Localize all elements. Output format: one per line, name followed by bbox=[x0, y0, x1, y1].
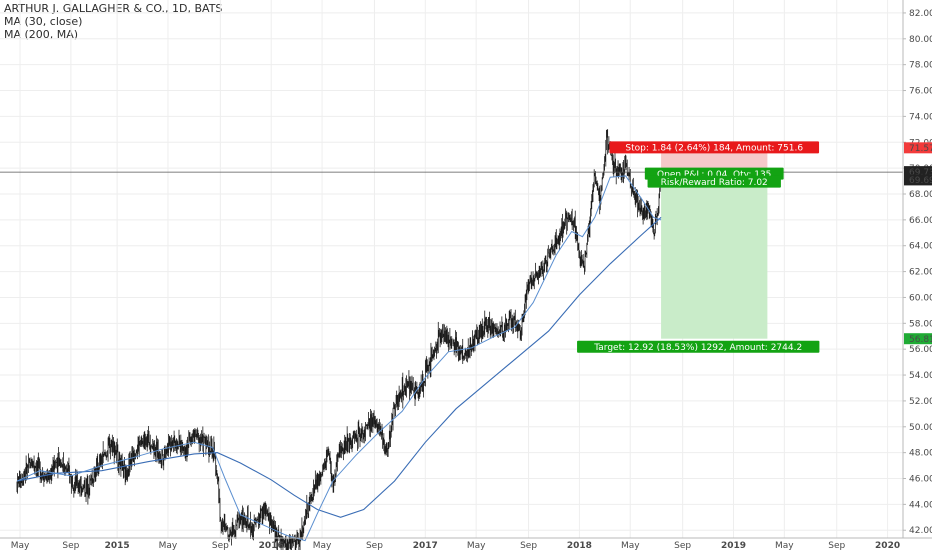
x-tick-label: 2017 bbox=[413, 541, 438, 550]
axis-stop-badge: 71.57 bbox=[909, 144, 932, 154]
y-tick-label: 42.00 bbox=[909, 526, 932, 536]
y-tick-label: 80.00 bbox=[909, 35, 932, 45]
ma-200-line bbox=[16, 216, 662, 518]
y-tick-label: 78.00 bbox=[909, 61, 932, 71]
x-tick-label: 2018 bbox=[567, 541, 592, 550]
candles bbox=[16, 129, 662, 550]
axis-stop-badge-bg bbox=[904, 142, 932, 154]
legend-ma-long: MA (200, MA) bbox=[4, 28, 79, 41]
y-tick-label: 56.00 bbox=[909, 345, 932, 355]
rr-label: Risk/Reward Ratio: 7.02 bbox=[661, 178, 768, 188]
x-tick-label: 2015 bbox=[105, 541, 130, 550]
y-tick-label: 82.00 bbox=[909, 9, 932, 19]
y-tick-label: 46.00 bbox=[909, 475, 932, 485]
x-tick-label: May bbox=[159, 541, 178, 550]
y-tick-label: 76.00 bbox=[909, 87, 932, 97]
stop-zone bbox=[661, 147, 768, 172]
y-tick-label: 66.00 bbox=[909, 216, 932, 226]
x-tick-label: Sep bbox=[366, 541, 383, 550]
x-tick-label: Sep bbox=[62, 541, 79, 550]
axis-entry-badge: 69.73 bbox=[909, 168, 932, 178]
x-tick-label: May bbox=[467, 541, 486, 550]
x-tick-label: 2019 bbox=[721, 541, 746, 550]
x-tick-label: May bbox=[775, 541, 794, 550]
y-tick-label: 64.00 bbox=[909, 242, 932, 252]
ma-30-line bbox=[16, 175, 662, 542]
x-tick-label: 2016 bbox=[259, 541, 284, 550]
x-tick-label: Sep bbox=[828, 541, 845, 550]
stop-label-bg bbox=[609, 141, 820, 154]
legend-ma-short: MA (30, close) bbox=[4, 15, 83, 28]
x-tick-label: Sep bbox=[212, 541, 229, 550]
x-tick-label: May bbox=[11, 541, 30, 550]
y-tick-label: 74.00 bbox=[909, 112, 932, 122]
y-tick-label: 60.00 bbox=[909, 293, 932, 303]
y-tick-label: 50.00 bbox=[909, 423, 932, 433]
x-tick-label: May bbox=[313, 541, 332, 550]
y-tick-label: 68.00 bbox=[909, 190, 932, 200]
y-tick-label: 54.00 bbox=[909, 371, 932, 381]
axis-price-badge-bg bbox=[904, 174, 932, 186]
pnl-label: Open P&L: 0.04, Qty: 135 bbox=[657, 170, 771, 180]
y-tick-label: 48.00 bbox=[909, 449, 932, 459]
x-tick-label: May bbox=[621, 541, 640, 550]
axis-entry-badge-bg bbox=[904, 166, 932, 178]
x-tick-label: 2020 bbox=[875, 541, 900, 550]
x-tick-label: Sep bbox=[674, 541, 691, 550]
axis-price-badge: 69.69 bbox=[909, 176, 932, 186]
y-tick-label: 62.00 bbox=[909, 268, 932, 278]
axis-target-badge: 56.81 bbox=[909, 335, 932, 345]
stop-label: Stop: 1.84 (2.64%) 184, Amount: 751.6 bbox=[625, 144, 803, 154]
target-label: Target: 12.92 (18.53%) 1292, Amount: 274… bbox=[593, 343, 802, 353]
rr-label-bg bbox=[647, 175, 781, 188]
y-tick-label: 58.00 bbox=[909, 319, 932, 329]
axis-target-badge-bg bbox=[904, 333, 932, 345]
y-tick-label: 52.00 bbox=[909, 397, 932, 407]
x-tick-label: Sep bbox=[520, 541, 537, 550]
target-label-bg bbox=[577, 340, 820, 353]
target-zone bbox=[661, 171, 768, 339]
y-tick-label: 44.00 bbox=[909, 500, 932, 510]
